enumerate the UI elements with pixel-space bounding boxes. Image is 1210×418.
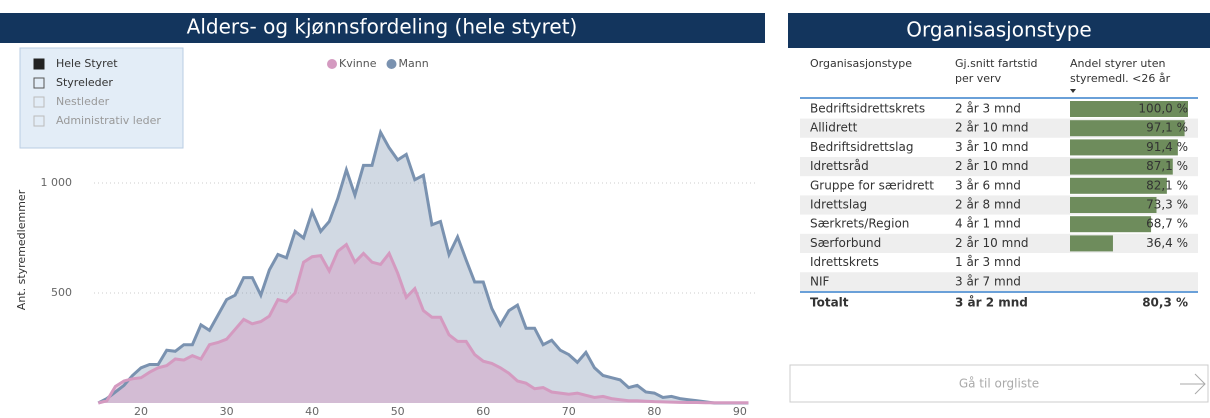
area-fill [98, 244, 749, 403]
x-tick-label: 30 [220, 405, 234, 418]
slicer-checkbox [33, 96, 45, 108]
row-share: 73,3 % [1146, 198, 1188, 212]
row-name: Særforbund [810, 236, 881, 250]
total-name: Totalt [810, 296, 849, 310]
data-bar [1070, 216, 1152, 233]
data-bar [1070, 197, 1157, 213]
slicer-item: Styreleder [56, 76, 113, 89]
data-bar [1070, 177, 1167, 194]
data-bar [1070, 235, 1113, 252]
row-share: 36,4 % [1146, 236, 1188, 250]
legend-swatch [327, 59, 337, 69]
panel-title: Organisasjonstype [906, 18, 1091, 42]
row-share: 82,1 % [1146, 178, 1188, 192]
row-name: Bedriftsidrettslag [810, 140, 913, 154]
row-name: Gruppe for særidrett [810, 178, 934, 192]
x-tick-label: 40 [305, 405, 319, 418]
arrow-icon[interactable] [1180, 373, 1206, 395]
area-fill [98, 132, 749, 403]
row-duration: 2 år 3 mnd [955, 102, 1021, 116]
row-name: Bedriftsidrettskrets [810, 102, 925, 116]
area-line [97, 128, 749, 405]
row-share: 97,1 % [1146, 121, 1188, 135]
row-name: Idrettskrets [810, 255, 879, 269]
row-name: NIF [810, 274, 830, 288]
data-bar [1070, 158, 1173, 175]
legend-swatch [386, 59, 397, 69]
total-share: 80,3 % [1142, 296, 1188, 310]
slicer-item: Administrativ leder [56, 114, 161, 127]
y-tick-label: 500 [51, 286, 72, 299]
x-tick-label: 70 [562, 405, 576, 418]
legend-label: Kvinne [339, 57, 377, 70]
button-label[interactable]: Gå til orgliste [959, 377, 1039, 391]
data-bar [1070, 139, 1178, 156]
data-bar [1070, 101, 1188, 117]
slicer-checkbox [33, 115, 45, 127]
x-tick-label: 80 [647, 405, 661, 418]
slicer-item: Nestleder [56, 95, 110, 108]
row-duration: 3 år 6 mnd [955, 178, 1021, 192]
x-tick-label: 90 [733, 405, 747, 418]
x-tick-label: 20 [134, 405, 148, 418]
row-duration: 3 år 7 mnd [955, 274, 1021, 288]
slicer-checkbox [33, 58, 45, 70]
data-bar [1070, 120, 1185, 137]
column-header: Andel styrer uten styremedl. <26 år [1070, 57, 1171, 85]
row-name: Særkrets/Region [810, 217, 909, 231]
row-share: 91,4 % [1146, 140, 1188, 154]
chart-title: Alders- og kjønnsfordeling (hele styret) [187, 15, 578, 39]
x-tick-label: 60 [476, 405, 490, 418]
row-name: Idrettslag [810, 198, 867, 212]
title-bar [0, 13, 765, 43]
slicer-checkbox [33, 77, 45, 89]
row-name: Allidrett [810, 121, 858, 135]
y-tick-label: 1 000 [41, 176, 73, 189]
column-header: Organisasjonstype [810, 57, 912, 70]
row-duration: 2 år 10 mnd [955, 121, 1029, 135]
row-duration: 2 år 10 mnd [955, 159, 1029, 173]
row-duration: 1 år 3 mnd [955, 255, 1021, 269]
row-share: 100,0 % [1138, 102, 1188, 116]
button[interactable] [789, 364, 1209, 403]
area-line [97, 242, 749, 405]
sort-icon [1070, 89, 1076, 93]
row-duration: 2 år 10 mnd [955, 236, 1029, 250]
row-name: Idrettsråd [810, 159, 869, 173]
row-share: 68,7 % [1146, 217, 1188, 231]
y-axis-label: Ant. styremedlemmer [15, 189, 28, 310]
total-duration: 3 år 2 mnd [955, 296, 1028, 310]
row-band [800, 272, 1198, 292]
legend-label: Mann [399, 57, 429, 70]
row-share: 87,1 % [1146, 159, 1188, 173]
row-duration: 3 år 10 mnd [955, 140, 1029, 154]
slicer [19, 47, 184, 149]
slicer-item: Hele Styret [56, 57, 118, 70]
row-duration: 2 år 8 mnd [955, 198, 1021, 212]
column-header: Gj.snitt fartstid per verv [955, 57, 1038, 85]
row-duration: 4 år 1 mnd [955, 217, 1021, 231]
panel-title-bar [788, 13, 1210, 48]
x-tick-label: 50 [391, 405, 405, 418]
